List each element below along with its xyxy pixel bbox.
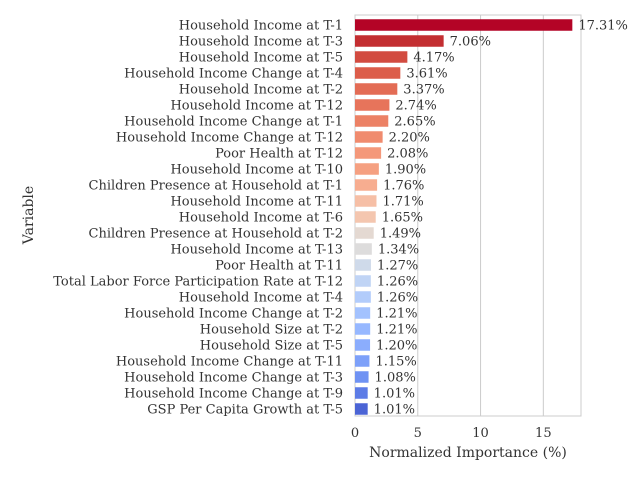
- bar: [355, 131, 383, 143]
- category-label: Household Income Change at T-3: [124, 371, 343, 386]
- category-label: Total Labor Force Participation Rate at …: [53, 275, 343, 290]
- data-label: 2.65%: [394, 115, 435, 130]
- bar: [355, 243, 372, 255]
- bar: [355, 211, 376, 223]
- data-label: 1.01%: [374, 403, 415, 418]
- data-label: 1.20%: [376, 339, 417, 354]
- category-label: Household Income at T-11: [170, 195, 343, 210]
- bar: [355, 19, 573, 31]
- bar: [355, 51, 408, 63]
- bar: [355, 355, 370, 367]
- data-label: 2.20%: [389, 131, 430, 146]
- data-label: 2.74%: [395, 99, 436, 114]
- data-label: 3.37%: [403, 83, 444, 98]
- data-label: 2.08%: [387, 147, 428, 162]
- category-label: Household Income at T-6: [179, 211, 343, 226]
- category-label: Household Income Change at T-2: [124, 307, 343, 322]
- data-label: 1.90%: [385, 163, 426, 178]
- bar: [355, 371, 369, 383]
- data-label: 1.49%: [380, 227, 421, 242]
- category-label: Household Income Change at T-11: [116, 355, 343, 370]
- category-label: Household Income at T-13: [170, 243, 343, 258]
- category-label: Household Size at T-5: [200, 339, 343, 354]
- x-tick-label: 0: [351, 426, 359, 441]
- data-label: 3.61%: [406, 67, 447, 82]
- category-label: Household Income Change at T-9: [124, 387, 343, 402]
- category-label: Household Income Change at T-4: [124, 67, 343, 82]
- x-tick-label: 10: [472, 426, 489, 441]
- bar: [355, 307, 371, 319]
- data-label: 1.21%: [376, 323, 417, 338]
- data-label: 1.34%: [378, 243, 419, 258]
- data-label: 1.15%: [375, 355, 416, 370]
- bar: [355, 99, 390, 111]
- bar: [355, 227, 374, 239]
- category-label: Household Size at T-2: [200, 323, 343, 338]
- data-labels: 17.31% 7.06%4.17%3.61%3.37%2.74%2.65%2.20…: [374, 19, 628, 418]
- data-label: 1.26%: [377, 275, 418, 290]
- category-label: Children Presence at Household at T-1: [89, 179, 343, 194]
- x-tick-labels: 0 5 10 15: [351, 426, 552, 441]
- data-label: 1.26%: [377, 291, 418, 306]
- category-label: Household Income Change at T-12: [116, 131, 343, 146]
- category-label: Poor Health at T-11: [215, 259, 343, 274]
- data-label: 1.76%: [383, 179, 424, 194]
- bar: [355, 323, 371, 335]
- bar: [355, 83, 398, 95]
- bar: [355, 67, 401, 79]
- bar: [355, 147, 382, 159]
- bar: [355, 403, 368, 415]
- bar: [355, 259, 371, 271]
- bar-layer: [355, 19, 573, 415]
- x-tick-label: 15: [535, 426, 552, 441]
- data-label: 1.21%: [376, 307, 417, 322]
- category-label: Household Income at T-3: [179, 35, 343, 50]
- bar: [355, 291, 371, 303]
- category-label: Household Income at T-2: [179, 83, 343, 98]
- bar: [355, 115, 389, 127]
- category-label: Household Income at T-4: [179, 291, 343, 306]
- data-label: 1.01%: [374, 387, 415, 402]
- grid-layer: [417, 15, 544, 416]
- category-label: Household Income at T-10: [170, 163, 343, 178]
- bar: [355, 179, 378, 191]
- bar: [355, 163, 379, 175]
- data-label: 1.71%: [382, 195, 423, 210]
- category-label: Household Income Change at T-1: [124, 115, 343, 130]
- data-label: 7.06%: [450, 35, 491, 50]
- category-label: Poor Health at T-12: [215, 147, 343, 162]
- bar: [355, 275, 371, 287]
- x-axis-title: Normalized Importance (%): [369, 445, 567, 461]
- category-label: Household Income at T-5: [179, 51, 343, 66]
- bar: [355, 339, 371, 351]
- data-label: 4.17%: [413, 51, 454, 66]
- category-label: Household Income at T-12: [170, 99, 343, 114]
- data-label: 1.08%: [375, 371, 416, 386]
- x-tick-label: 5: [414, 426, 422, 441]
- bar: [355, 387, 368, 399]
- category-label: Household Income at T-1: [179, 19, 343, 34]
- y-axis-title: Variable: [21, 186, 37, 245]
- data-label: 17.31%: [578, 19, 628, 34]
- data-label: 1.65%: [382, 211, 423, 226]
- bar: [355, 35, 444, 47]
- bar: [355, 195, 377, 207]
- category-label: Children Presence at Household at T-2: [89, 227, 343, 242]
- data-label: 1.27%: [377, 259, 418, 274]
- category-label: GSP Per Capita Growth at T-5: [147, 403, 343, 418]
